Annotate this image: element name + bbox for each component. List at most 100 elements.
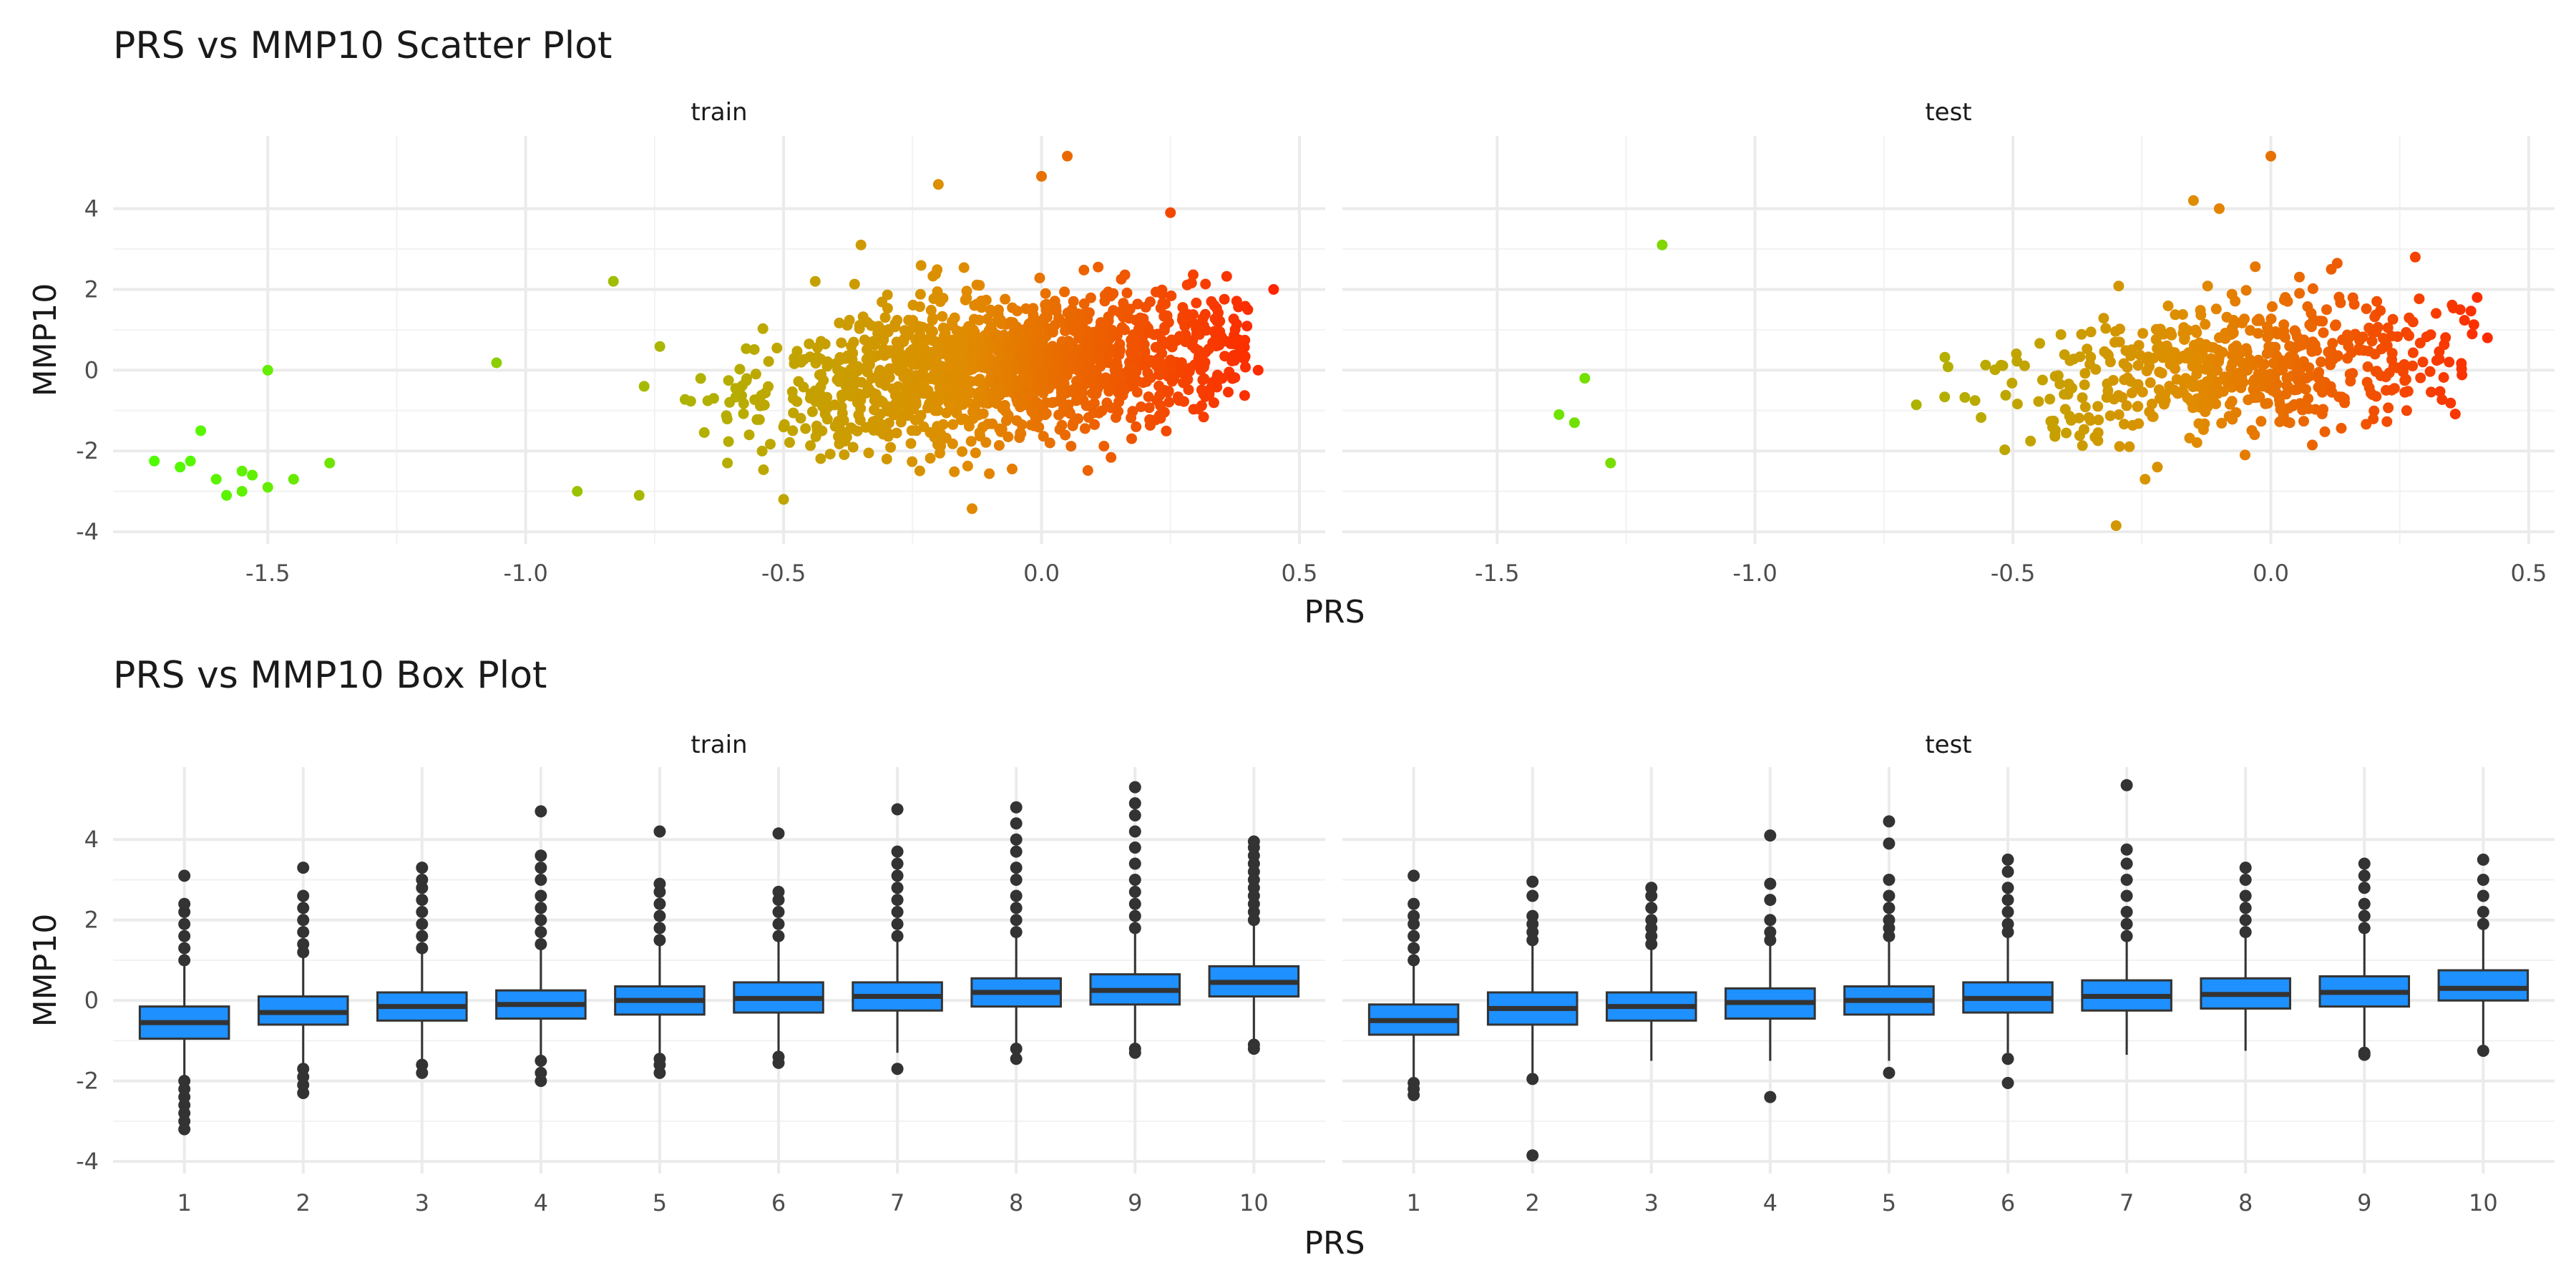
scatter-point bbox=[2076, 328, 2087, 340]
scatter-point bbox=[836, 389, 847, 401]
scatter-point bbox=[1003, 369, 1014, 380]
scatter-point bbox=[1089, 419, 1101, 430]
scatter-point bbox=[862, 380, 873, 391]
scatter-point bbox=[1040, 288, 1051, 299]
scatter-point bbox=[2325, 355, 2336, 366]
y-tick-label: 0 bbox=[84, 356, 99, 384]
scatter-point bbox=[1078, 351, 1090, 361]
scatter-point bbox=[2245, 325, 2256, 336]
scatter-point bbox=[1188, 269, 1199, 280]
scatter-point bbox=[1268, 283, 1279, 295]
scatter-point bbox=[1123, 313, 1135, 324]
scatter-point bbox=[1016, 419, 1028, 431]
y-tick-label: -4 bbox=[76, 1148, 99, 1175]
scatter-point bbox=[992, 315, 1003, 326]
y-tick-label: 4 bbox=[84, 826, 99, 853]
scatter-point bbox=[2052, 370, 2064, 381]
scatter-point bbox=[2100, 323, 2112, 334]
scatter-point bbox=[778, 494, 789, 505]
scatter-point bbox=[798, 381, 809, 393]
scatter-point bbox=[2362, 361, 2373, 372]
scatter-point bbox=[869, 404, 880, 416]
box-panel-train: train 1 2 3 4 5 6 7 8 9 10 -4 -2 0 2 4 bbox=[76, 731, 1325, 1216]
scatter-point bbox=[815, 353, 826, 365]
scatter-point bbox=[2298, 416, 2309, 427]
scatter-point bbox=[2261, 348, 2273, 359]
scatter-point bbox=[638, 381, 650, 392]
scatter-point bbox=[2098, 313, 2109, 324]
scatter-point bbox=[974, 374, 985, 385]
x-tick-label: 7 bbox=[890, 1189, 904, 1216]
box-outlier bbox=[2120, 873, 2133, 886]
scatter-point bbox=[2327, 338, 2338, 349]
scatter-point bbox=[1037, 365, 1048, 376]
scatter-point bbox=[633, 489, 645, 501]
scatter-point bbox=[1141, 358, 1153, 369]
scatter-point bbox=[895, 416, 907, 428]
scatter-point bbox=[1108, 305, 1119, 316]
scatter-point bbox=[572, 486, 583, 497]
scatter-point bbox=[2381, 416, 2393, 427]
scatter-point bbox=[1078, 265, 1090, 275]
scatter-point bbox=[2137, 386, 2148, 398]
x-tick-label: 10 bbox=[2469, 1189, 2498, 1216]
scatter-point bbox=[2307, 439, 2318, 451]
scatter-point bbox=[2242, 362, 2253, 374]
scatter-point bbox=[608, 275, 619, 287]
scatter-point bbox=[1033, 421, 1045, 433]
scatter-point bbox=[2361, 376, 2373, 388]
scatter-point bbox=[935, 345, 946, 356]
box-outlier bbox=[1764, 894, 1777, 907]
box-outlier bbox=[653, 897, 666, 910]
box-outlier bbox=[2358, 1048, 2371, 1061]
box-outlier bbox=[2239, 902, 2252, 914]
box-3 bbox=[376, 862, 468, 1079]
scatter-point bbox=[2113, 280, 2124, 292]
box-body bbox=[2437, 969, 2529, 1002]
scatter-point bbox=[1132, 298, 1143, 310]
box-plot-title: PRS vs MMP10 Box Plot bbox=[113, 654, 547, 697]
scatter-point bbox=[905, 438, 917, 449]
scatter-point bbox=[2133, 418, 2145, 429]
scatter-point bbox=[1020, 351, 1032, 363]
box-outlier bbox=[1010, 889, 1023, 902]
box-outlier bbox=[2358, 857, 2371, 870]
box-outlier bbox=[416, 894, 429, 907]
scatter-point bbox=[1131, 347, 1143, 358]
x-tick-label: 8 bbox=[1009, 1189, 1023, 1216]
scatter-point bbox=[899, 369, 911, 381]
scatter-point bbox=[965, 352, 977, 364]
scatter-point bbox=[2260, 398, 2271, 409]
scatter-point bbox=[1066, 309, 1078, 321]
scatter-point bbox=[2303, 362, 2315, 374]
scatter-point bbox=[1184, 366, 1195, 377]
scatter-point bbox=[2114, 441, 2125, 452]
scatter-point bbox=[990, 390, 1001, 401]
scatter-point bbox=[2401, 405, 2412, 416]
scatter-point bbox=[2187, 402, 2199, 414]
box-2 bbox=[1486, 875, 1579, 1162]
scatter-point bbox=[2253, 369, 2264, 380]
scatter-point bbox=[977, 343, 989, 355]
box-5 bbox=[614, 825, 706, 1079]
scatter-point bbox=[2459, 315, 2470, 326]
scatter-point bbox=[262, 364, 273, 376]
x-tick-label: 3 bbox=[415, 1189, 429, 1216]
scatter-point bbox=[743, 429, 755, 441]
scatter-point bbox=[1153, 380, 1165, 391]
scatter-point bbox=[2296, 339, 2308, 351]
scatter-point bbox=[965, 333, 977, 344]
box-outlier bbox=[416, 1066, 429, 1079]
scatter-point bbox=[1252, 364, 1264, 376]
box-outlier bbox=[297, 902, 310, 914]
scatter-point bbox=[1085, 362, 1096, 374]
box-outlier bbox=[2358, 909, 2371, 922]
scatter-point bbox=[2061, 427, 2072, 439]
scatter-point bbox=[2457, 369, 2468, 381]
x-tick-label: 0.0 bbox=[2253, 560, 2289, 587]
y-tick-label: -4 bbox=[76, 518, 99, 545]
scatter-point bbox=[2388, 361, 2399, 373]
scatter-point bbox=[2366, 336, 2378, 347]
box-outlier bbox=[535, 1075, 547, 1088]
